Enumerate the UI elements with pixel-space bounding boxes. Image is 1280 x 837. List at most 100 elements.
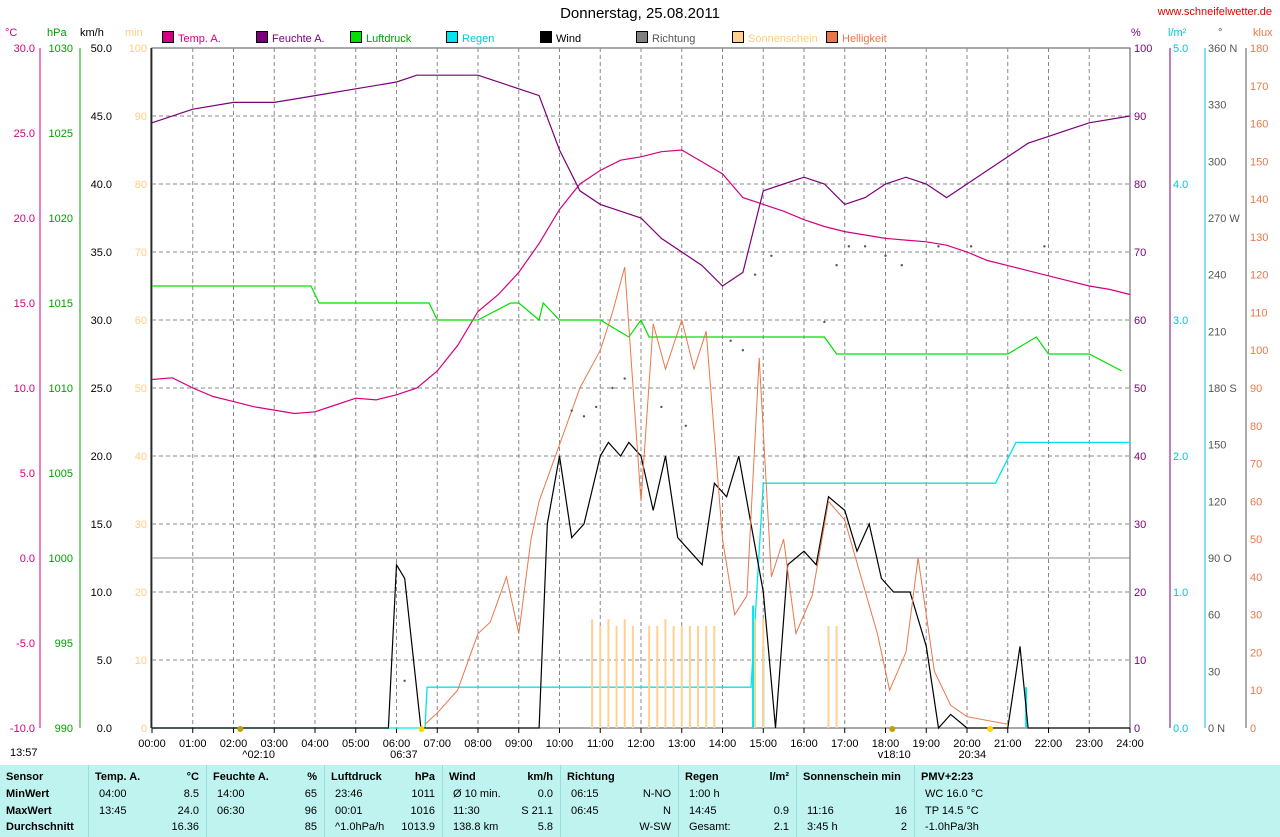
- chart-title: Donnerstag, 25.08.2011: [560, 5, 720, 22]
- stats-value: 1011: [411, 788, 435, 800]
- x-tick-label: 22:00: [1035, 738, 1063, 750]
- direction-tick-label: 150: [1208, 440, 1226, 452]
- light-tick-label: 30: [1250, 610, 1262, 622]
- stats-time: Gesamt:: [689, 821, 731, 833]
- wind-tick-label: 30.0: [91, 315, 112, 327]
- stats-column: Wind km/h Ø 10 min. 0.0 11:30 S 21.1 138.8 km 5…: [442, 765, 561, 837]
- direction-tick-label: 330: [1208, 100, 1226, 112]
- direction-unit: °: [1218, 27, 1223, 39]
- x-tick-label: 07:00: [423, 738, 451, 750]
- direction-point: [753, 273, 757, 276]
- direction-tick-label: 0 N: [1208, 723, 1225, 735]
- light-tick-label: 120: [1250, 270, 1268, 282]
- wind-tick-label: 0.0: [97, 723, 112, 735]
- series-line-luftdruck: [152, 285, 1123, 372]
- direction-point: [1043, 245, 1046, 248]
- direction-point: [611, 386, 614, 390]
- temp-tick-label: 20.0: [14, 213, 35, 225]
- sun-tick-label: 20: [135, 587, 147, 599]
- temp-tick-label: -10.0: [10, 723, 35, 735]
- sun-tick-label: 0: [141, 723, 147, 735]
- stats-value: 85: [304, 821, 317, 833]
- temp-tick-label: 25.0: [14, 128, 35, 140]
- wind-tick-label: 20.0: [91, 451, 112, 463]
- humidity-tick-label: 10: [1134, 655, 1146, 667]
- x-tick-label: 16:00: [790, 738, 818, 750]
- legend-label: Feuchte A.: [272, 33, 325, 45]
- stats-header: Regen: [685, 771, 719, 783]
- direction-point: [823, 320, 826, 324]
- site-link[interactable]: www.schneifelwetter.de: [1157, 6, 1272, 18]
- direction-point: [582, 415, 586, 418]
- stats-time: 1:00 h: [689, 788, 720, 800]
- rain-tick-label: 4.0: [1173, 179, 1188, 191]
- direction-point: [741, 349, 745, 352]
- stats-header: Temp. A.: [95, 771, 141, 783]
- legend-item: Luftdruck: [350, 31, 411, 45]
- humidity-tick-label: 20: [1134, 587, 1146, 599]
- sun-tick-label: 80: [135, 179, 147, 191]
- legend-swatch: [732, 31, 744, 43]
- stats-time: 06:30: [217, 805, 245, 817]
- direction-point: [623, 377, 626, 380]
- pressure-tick-label: 1030: [49, 43, 73, 55]
- moonrise-icon: [237, 726, 244, 732]
- stats-column: Sensor MinWert MaxWert Durchschnitt: [0, 765, 88, 837]
- series-line-feuchte-a: [151, 74, 1131, 287]
- x-tick-label: 21:00: [994, 738, 1022, 750]
- sun-tick-label: 40: [135, 451, 147, 463]
- direction-point: [660, 405, 663, 409]
- stats-value: 0.9: [773, 805, 789, 817]
- wind-tick-label: 5.0: [97, 655, 112, 667]
- legend-label: Regen: [462, 33, 495, 45]
- humidity-unit: %: [1131, 27, 1141, 39]
- x-tick-label: 13:00: [668, 738, 696, 750]
- light-tick-label: 20: [1250, 647, 1262, 659]
- direction-tick-label: 180 S: [1208, 383, 1237, 395]
- stats-header: PMV+2:23: [921, 771, 974, 783]
- pressure-tick-label: 1025: [49, 128, 73, 140]
- stats-header: Feuchte A.: [213, 771, 269, 783]
- stats-time: -1.0hPa/3h: [925, 821, 979, 833]
- sun-tick-label: 70: [135, 247, 147, 259]
- series-line-temp-a: [151, 149, 1131, 415]
- stats-column: Luftdruck hPa 23:46 1011 00:01 1016 ^1.0hPa/h 1…: [324, 765, 443, 837]
- x-tick-label: 01:00: [179, 738, 207, 750]
- stats-time: Ø 10 min.: [453, 788, 501, 800]
- light-tick-label: 130: [1250, 232, 1268, 244]
- legend-swatch: [162, 31, 174, 43]
- light-tick-label: 0: [1250, 723, 1256, 735]
- stats-value: 8.5: [183, 788, 199, 800]
- legend-item: Regen: [446, 31, 494, 45]
- sunset-label: 20:34: [959, 749, 987, 761]
- stats-column: Regen l/m² 1:00 h 14:45 0.9 Gesamt: 2.1: [678, 765, 797, 837]
- stats-header: Sonnenschein min: [803, 771, 901, 783]
- sun-tick-label: 30: [135, 519, 147, 531]
- x-tick-label: 00:00: [138, 738, 166, 750]
- stats-value: 2.1: [773, 821, 789, 833]
- pressure-tick-label: 990: [55, 723, 73, 735]
- x-tick-label: 14:00: [709, 738, 737, 750]
- stats-time: 11:30: [453, 805, 480, 817]
- x-tick-label: 02:00: [220, 738, 248, 750]
- temp-unit: °C: [5, 27, 18, 39]
- stats-header: Richtung: [567, 771, 615, 783]
- stats-column: Sonnenschein min 11:16 16 3:45 h 2: [796, 765, 915, 837]
- rain-tick-label: 5.0: [1173, 43, 1188, 55]
- stats-value: W-SW: [639, 821, 671, 833]
- stats-unit: km/h: [527, 771, 553, 783]
- x-tick-label: 04:00: [301, 738, 329, 750]
- legend-item: Temp. A.: [162, 31, 221, 45]
- series-line-wind: [152, 441, 1130, 730]
- direction-point: [937, 245, 940, 248]
- stats-time: 11:16: [807, 805, 834, 817]
- legend-swatch: [636, 31, 648, 43]
- light-tick-label: 80: [1250, 421, 1262, 433]
- moonset-label: v18:10: [878, 749, 911, 761]
- legend-label: Wind: [556, 33, 582, 45]
- direction-tick-label: 240: [1208, 270, 1226, 282]
- stats-value: 16: [894, 805, 907, 817]
- direction-tick-label: 90 O: [1208, 553, 1232, 565]
- direction-tick-label: 300: [1208, 156, 1226, 168]
- legend-label: Richtung: [652, 33, 696, 45]
